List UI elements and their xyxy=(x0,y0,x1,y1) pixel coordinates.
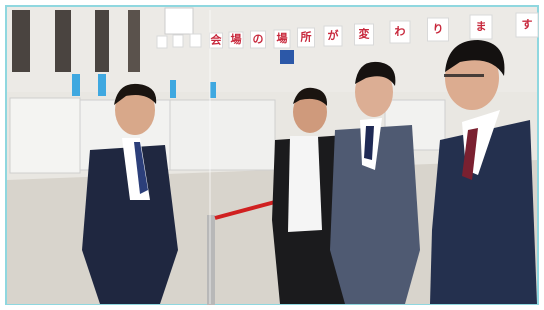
banner-character: り xyxy=(433,23,444,36)
banner-character: 所 xyxy=(301,30,312,44)
banner-character: ま xyxy=(476,20,487,33)
photo: 会場の場所が変わります xyxy=(0,0,544,310)
divider xyxy=(72,74,80,96)
stanchion xyxy=(207,215,215,305)
banner-character: 場 xyxy=(277,31,288,45)
banner-character: の xyxy=(253,33,264,46)
banner-character: す xyxy=(522,18,533,31)
banner-card xyxy=(190,34,201,47)
pillar xyxy=(55,10,71,72)
booth xyxy=(10,98,80,173)
sign xyxy=(165,8,193,34)
banner-character: 会 xyxy=(211,33,223,47)
divider xyxy=(98,74,106,96)
divider xyxy=(170,80,176,98)
pillar xyxy=(12,10,30,72)
banner-character: わ xyxy=(395,25,406,38)
banner-character: が xyxy=(328,28,339,42)
booth xyxy=(170,100,275,170)
pillar xyxy=(95,10,109,72)
blue-sign xyxy=(280,50,294,64)
banner-character: 変 xyxy=(359,27,370,41)
banner-character: 場 xyxy=(231,32,242,46)
banner-card xyxy=(173,35,183,47)
pillar xyxy=(128,10,140,72)
divider xyxy=(210,82,216,98)
banner-card xyxy=(157,36,167,48)
